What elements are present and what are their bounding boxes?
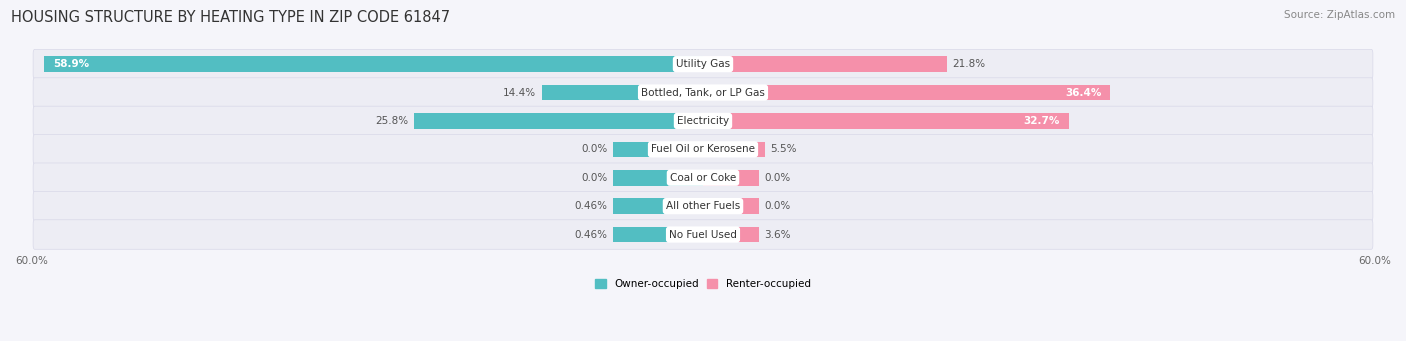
Text: 21.8%: 21.8%: [953, 59, 986, 69]
FancyBboxPatch shape: [34, 106, 1372, 136]
Text: 32.7%: 32.7%: [1024, 116, 1060, 126]
Bar: [703, 56, 948, 72]
Text: Bottled, Tank, or LP Gas: Bottled, Tank, or LP Gas: [641, 88, 765, 98]
Bar: [541, 85, 703, 100]
Text: Source: ZipAtlas.com: Source: ZipAtlas.com: [1284, 10, 1395, 20]
Text: 0.0%: 0.0%: [582, 144, 607, 154]
Text: 36.4%: 36.4%: [1066, 88, 1101, 98]
Bar: [613, 198, 703, 214]
Bar: [415, 113, 703, 129]
Text: Coal or Coke: Coal or Coke: [669, 173, 737, 183]
FancyBboxPatch shape: [34, 135, 1372, 164]
Text: Electricity: Electricity: [676, 116, 730, 126]
Text: All other Fuels: All other Fuels: [666, 201, 740, 211]
Text: Utility Gas: Utility Gas: [676, 59, 730, 69]
Text: No Fuel Used: No Fuel Used: [669, 229, 737, 239]
Text: 3.6%: 3.6%: [765, 229, 792, 239]
Text: Fuel Oil or Kerosene: Fuel Oil or Kerosene: [651, 144, 755, 154]
Text: 0.0%: 0.0%: [765, 173, 790, 183]
Bar: [703, 227, 759, 242]
Bar: [613, 170, 703, 186]
Bar: [44, 56, 703, 72]
Bar: [703, 85, 1111, 100]
Bar: [613, 227, 703, 242]
Text: 0.0%: 0.0%: [765, 201, 790, 211]
FancyBboxPatch shape: [34, 163, 1372, 193]
FancyBboxPatch shape: [34, 49, 1372, 79]
Bar: [613, 142, 703, 157]
Bar: [703, 142, 765, 157]
Bar: [703, 113, 1069, 129]
FancyBboxPatch shape: [34, 220, 1372, 249]
Text: 25.8%: 25.8%: [375, 116, 409, 126]
Text: 58.9%: 58.9%: [52, 59, 89, 69]
Text: 14.4%: 14.4%: [503, 88, 536, 98]
Legend: Owner-occupied, Renter-occupied: Owner-occupied, Renter-occupied: [591, 275, 815, 293]
Text: 0.46%: 0.46%: [575, 229, 607, 239]
FancyBboxPatch shape: [34, 78, 1372, 107]
FancyBboxPatch shape: [34, 191, 1372, 221]
Bar: [703, 170, 759, 186]
Text: 0.0%: 0.0%: [582, 173, 607, 183]
Text: 5.5%: 5.5%: [770, 144, 797, 154]
Text: 0.46%: 0.46%: [575, 201, 607, 211]
Text: HOUSING STRUCTURE BY HEATING TYPE IN ZIP CODE 61847: HOUSING STRUCTURE BY HEATING TYPE IN ZIP…: [11, 10, 450, 25]
Bar: [703, 198, 759, 214]
